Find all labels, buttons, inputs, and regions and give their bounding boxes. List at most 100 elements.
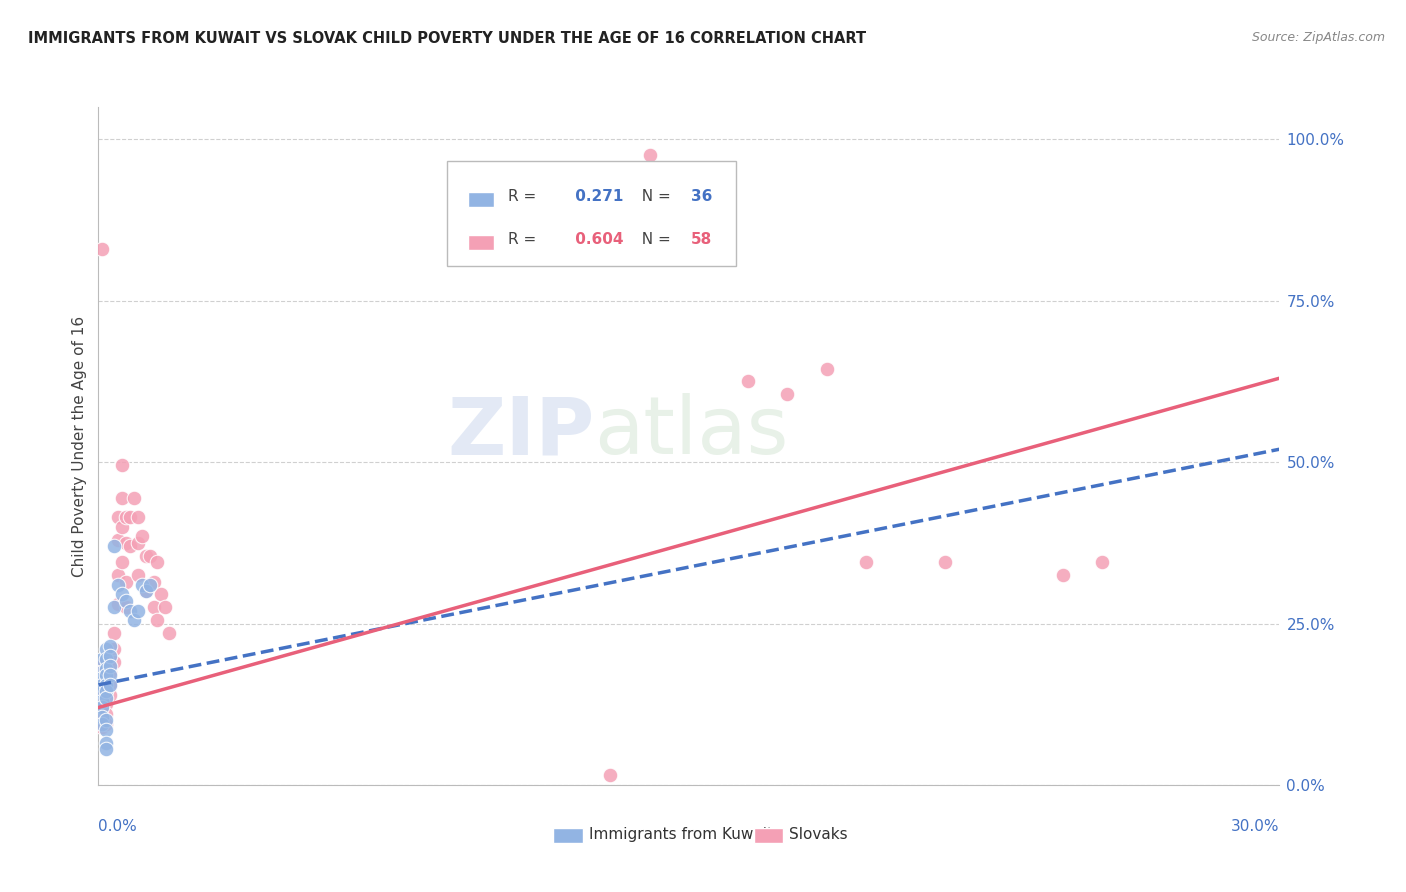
Bar [754,828,783,843]
Point [96,684,118,698]
Point [737,375,759,389]
Point [157,626,180,640]
Point [91,710,114,724]
Text: atlas: atlas [595,393,789,472]
Point [776,387,799,401]
Point [96,714,118,728]
Point [98,678,121,692]
Point [146,555,169,569]
Point [96,716,118,731]
Point [118,539,141,553]
Text: Source: ZipAtlas.com: Source: ZipAtlas.com [1251,31,1385,45]
Text: N =: N = [633,189,676,204]
Point [107,568,129,582]
Point [855,555,877,569]
Point [96,688,118,702]
Y-axis label: Child Poverty Under the Age of 16: Child Poverty Under the Age of 16 [72,316,87,576]
Point [96,706,118,721]
Point [1052,568,1074,582]
Text: 0.604: 0.604 [569,232,623,247]
Point [115,594,138,608]
Point [127,604,149,618]
Point [96,678,118,692]
Point [122,613,145,627]
Point [150,587,173,601]
Point [122,491,145,505]
Point [138,578,160,592]
Point [131,529,153,543]
Point [103,539,125,553]
Point [135,584,157,599]
Point [103,600,125,615]
Point [638,148,661,162]
Point [118,510,141,524]
Point [91,658,114,673]
Text: R =: R = [508,189,541,204]
Bar [553,828,582,843]
Text: ZIP: ZIP [447,393,595,472]
Point [111,491,134,505]
Point [91,720,114,734]
Point [107,533,129,547]
Point [107,510,129,524]
Text: Slovaks: Slovaks [789,827,848,842]
Point [115,510,138,524]
Point [934,555,956,569]
Point [127,536,149,550]
Point [142,600,165,615]
Point [91,716,114,731]
Point [111,587,134,601]
Point [91,665,114,679]
Point [118,604,141,618]
Point [96,698,118,712]
Point [98,658,121,673]
Point [111,519,134,533]
Point [91,700,114,714]
Text: 58: 58 [692,232,713,247]
Text: IMMIGRANTS FROM KUWAIT VS SLOVAK CHILD POVERTY UNDER THE AGE OF 16 CORRELATION C: IMMIGRANTS FROM KUWAIT VS SLOVAK CHILD P… [28,31,866,46]
Point [96,642,118,657]
Point [138,549,160,563]
Point [91,652,114,666]
Point [146,613,169,627]
Point [91,678,114,692]
Text: R =: R = [508,232,541,247]
Point [111,555,134,569]
Point [96,665,118,679]
Point [96,678,118,692]
Point [111,458,134,473]
Point [91,698,114,712]
Point [107,578,129,592]
Point [96,742,118,756]
Point [98,639,121,653]
FancyBboxPatch shape [447,161,737,267]
Point [1091,555,1114,569]
Point [103,655,125,669]
Point [815,361,838,376]
Text: 36: 36 [692,189,713,204]
Point [91,684,114,698]
Text: 0.271: 0.271 [569,189,623,204]
Bar [468,192,494,207]
Point [91,672,114,686]
Point [98,648,121,663]
Point [135,584,157,599]
Point [91,684,114,698]
Point [127,568,149,582]
Point [103,626,125,640]
Text: 30.0%: 30.0% [1232,819,1279,834]
Point [599,768,621,782]
Point [98,688,121,702]
Point [98,668,121,682]
Point [98,678,121,692]
Point [96,723,118,737]
Point [115,574,138,589]
Bar [468,235,494,250]
Point [98,665,121,679]
Text: N =: N = [633,232,676,247]
Point [91,242,114,256]
Text: 0.0%: 0.0% [98,819,138,834]
Point [96,668,118,682]
Point [103,642,125,657]
Point [135,549,157,563]
